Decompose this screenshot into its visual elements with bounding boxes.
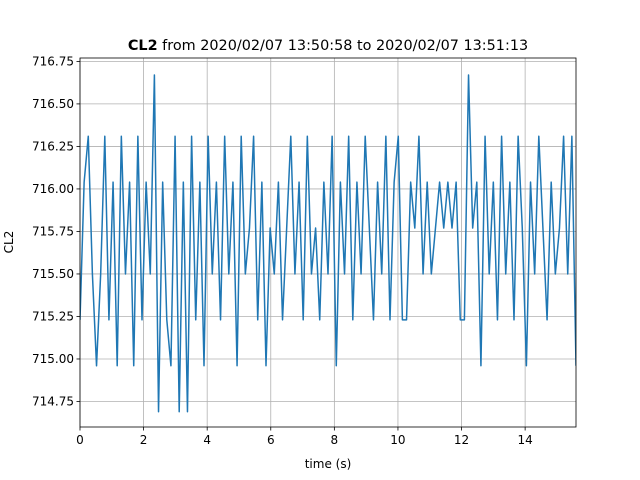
y-tick-label: 716.25 — [32, 139, 74, 153]
x-tick-label: 2 — [140, 433, 148, 447]
title-bold: CL2 — [128, 38, 158, 54]
y-tick-label: 715.25 — [32, 309, 74, 323]
y-tick-label: 716.50 — [32, 97, 74, 111]
x-tick-label: 4 — [203, 433, 211, 447]
title-rest: from 2020/02/07 13:50:58 to 2020/02/07 1… — [162, 38, 528, 54]
x-tick-label: 10 — [390, 433, 405, 447]
x-axis-label: time (s) — [305, 457, 352, 471]
x-tick-label: 6 — [267, 433, 275, 447]
y-tick-label: 714.75 — [32, 394, 74, 408]
plot-frame — [79, 57, 577, 428]
x-tick-label: 12 — [454, 433, 469, 447]
y-tick-label: 716.00 — [32, 182, 74, 196]
y-tick-label: 715.00 — [32, 352, 74, 366]
data-line — [80, 74, 576, 413]
y-tick-label: 716.75 — [32, 54, 74, 68]
x-tick-label: 8 — [331, 433, 339, 447]
x-tick-label: 0 — [76, 433, 84, 447]
y-tick-label: 715.75 — [32, 224, 74, 238]
chart-title: CL2 from 2020/02/07 13:50:58 to 2020/02/… — [128, 38, 528, 54]
y-axis-label: CL2 — [2, 231, 16, 254]
x-tick-label: 14 — [517, 433, 532, 447]
y-tick-label: 715.50 — [32, 267, 74, 281]
